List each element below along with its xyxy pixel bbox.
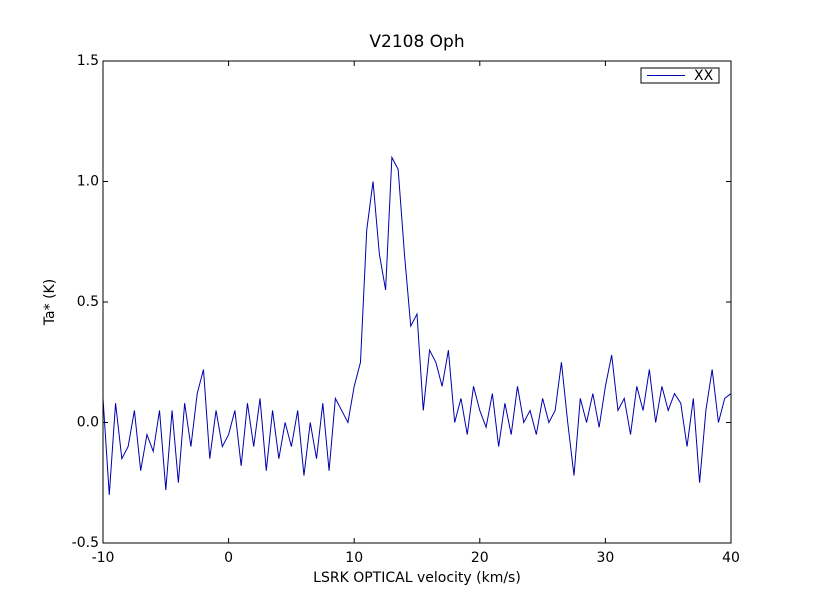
x-tick-label: 30 <box>596 550 614 566</box>
y-tick-label: 1.0 <box>77 174 99 190</box>
legend-label: XX <box>694 68 714 84</box>
x-tick-label: 40 <box>722 550 740 566</box>
y-tick-label: 0.5 <box>77 294 99 310</box>
y-tick-label: -0.5 <box>72 535 99 551</box>
chart-title: V2108 Oph <box>369 32 464 52</box>
y-axis-label: Ta* (K) <box>42 279 58 326</box>
plot-frame <box>102 60 732 544</box>
y-tick-label: 0.0 <box>77 415 99 431</box>
x-axis-label: LSRK OPTICAL velocity (km/s) <box>313 570 521 586</box>
y-tick-label: 1.5 <box>77 53 99 69</box>
x-tick-label: -10 <box>92 550 115 566</box>
x-tick-label: 20 <box>471 550 489 566</box>
x-tick-label: 10 <box>345 550 363 566</box>
x-tick-label: 0 <box>224 550 233 566</box>
data-line <box>102 155 732 495</box>
